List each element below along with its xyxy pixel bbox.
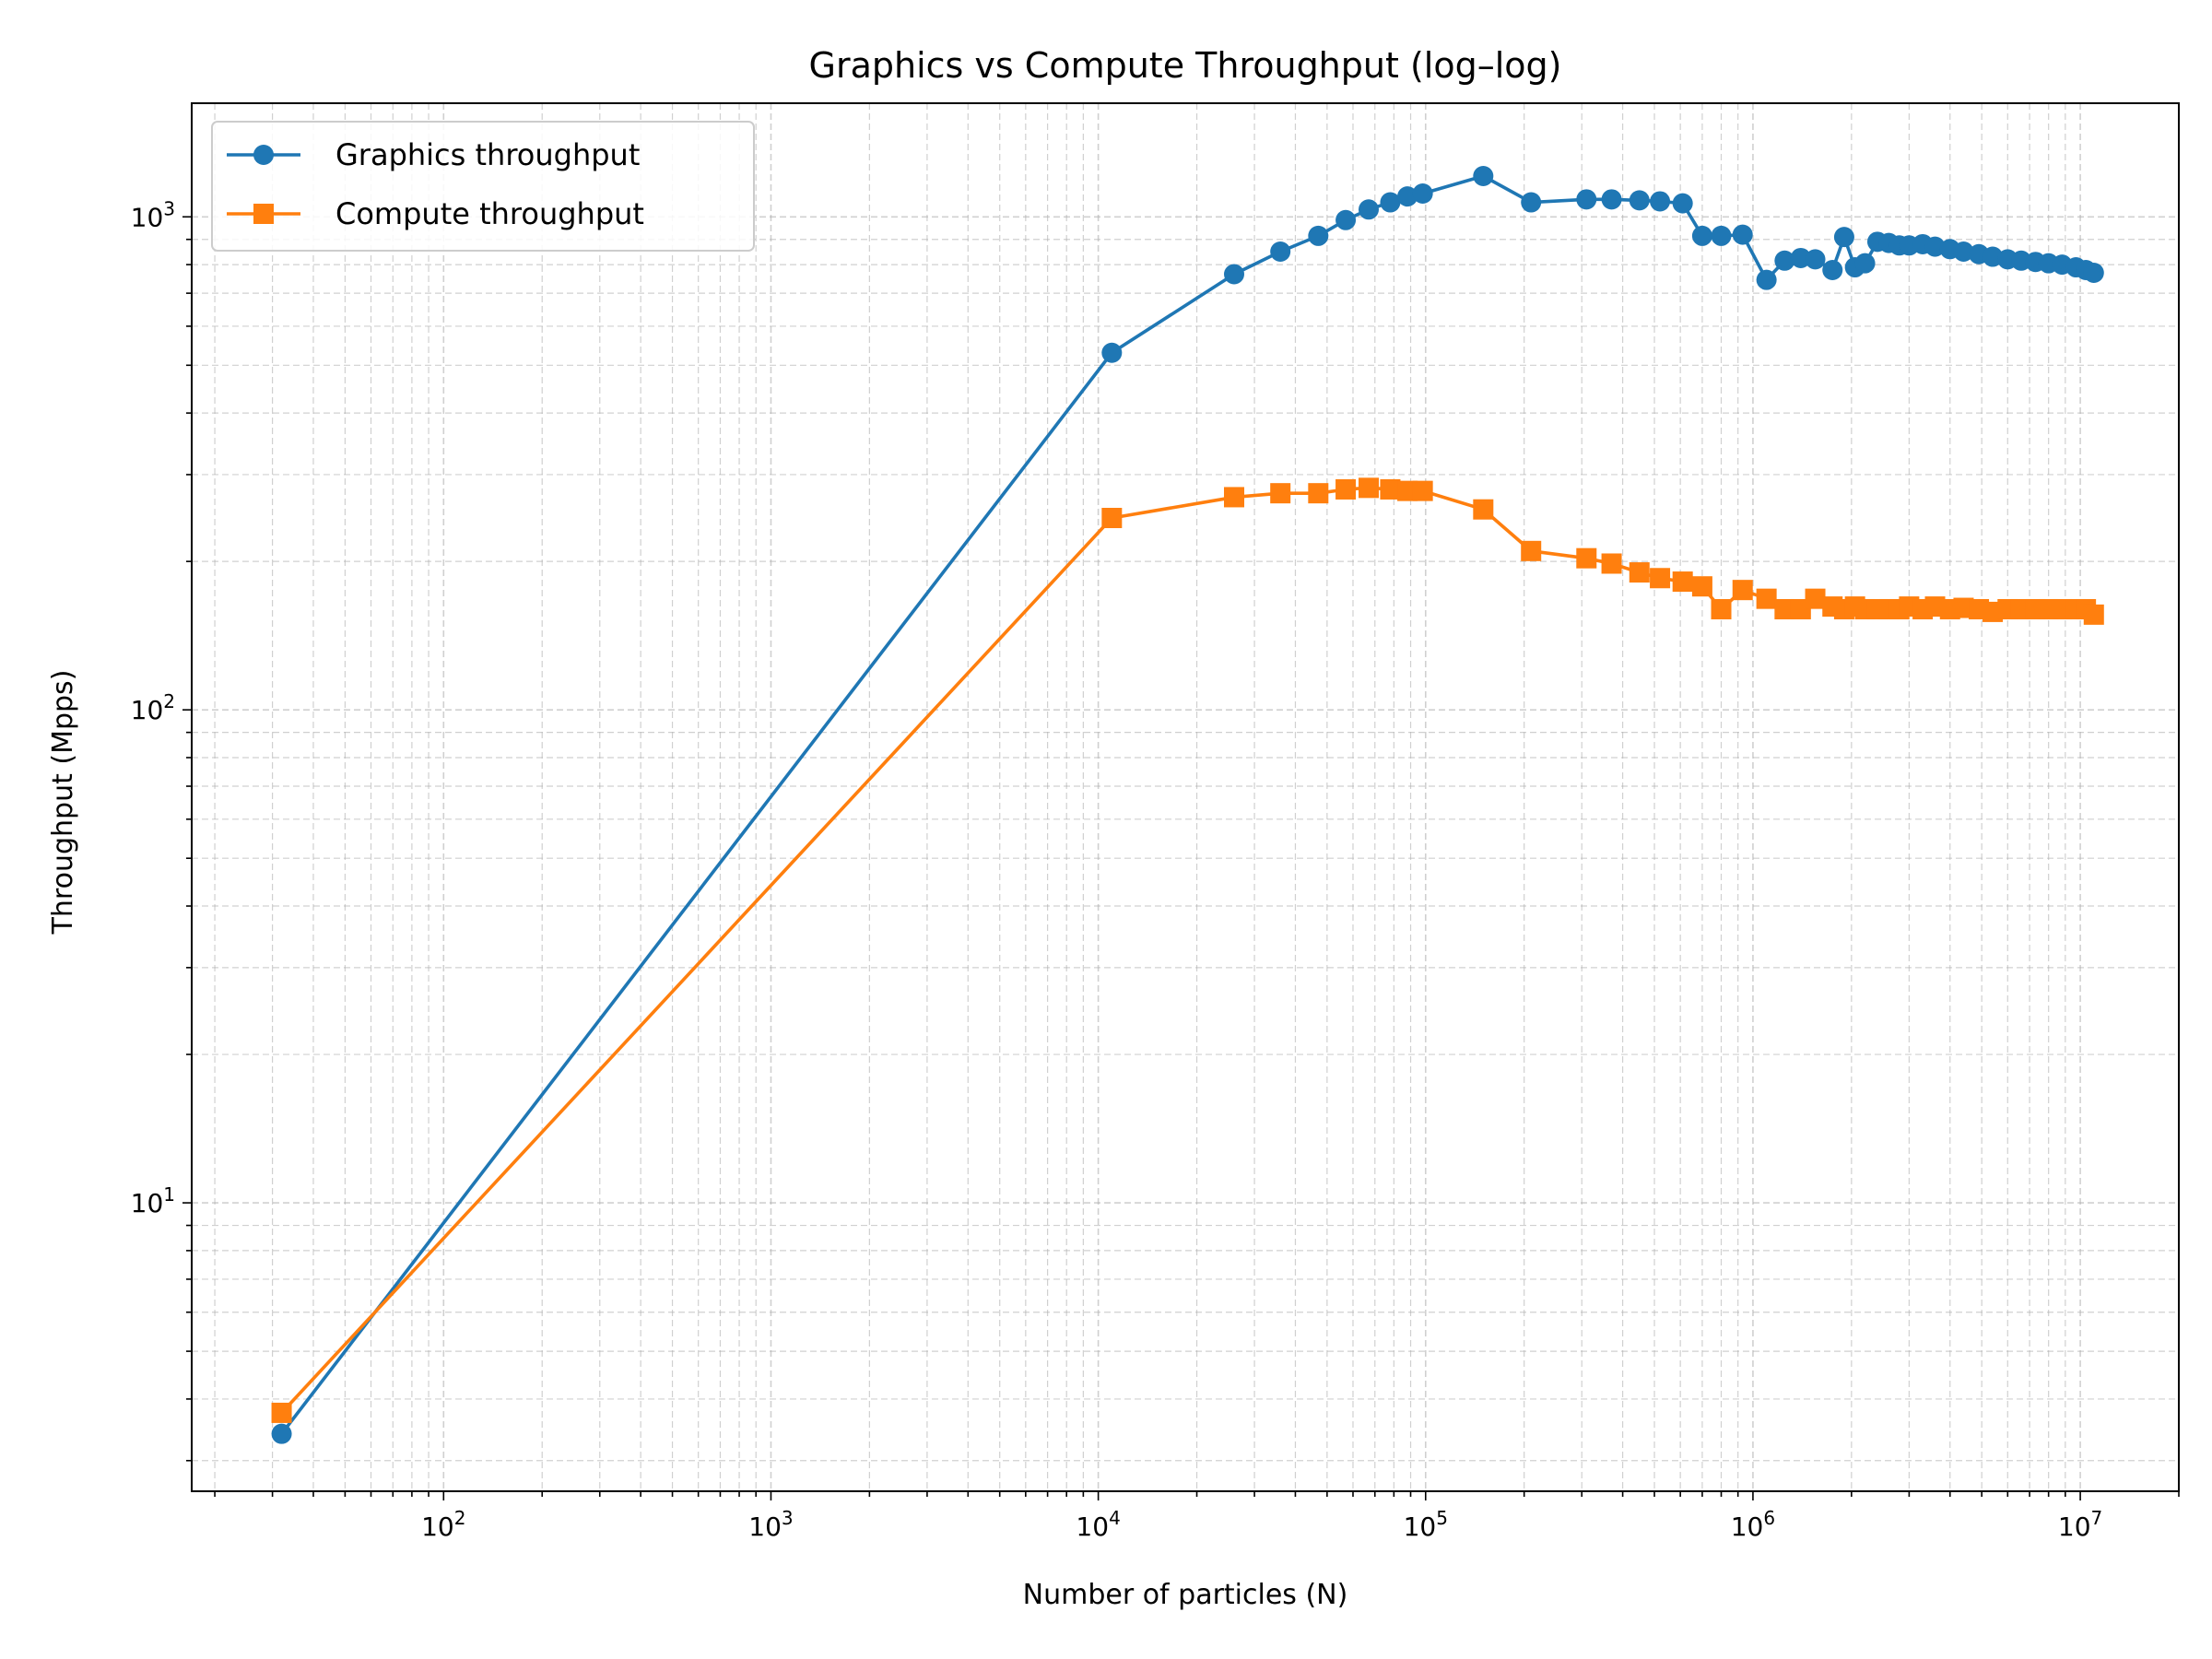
legend-marker-square: [253, 204, 274, 224]
data-point-circle: [1412, 182, 1433, 204]
data-point-square: [1335, 478, 1357, 500]
data-point-circle: [1521, 192, 1542, 213]
data-point-circle: [1983, 246, 2004, 267]
y-tick-label: 103: [131, 197, 175, 232]
legend: Graphics throughput Compute throughput: [211, 121, 755, 252]
data-point-circle: [1397, 186, 1418, 207]
data-point-circle: [1473, 165, 1494, 186]
y-tick-label: 101: [131, 1183, 175, 1218]
data-point-square: [1756, 588, 1777, 609]
legend-label: Graphics throughput: [335, 137, 640, 172]
data-point-square: [1101, 508, 1123, 529]
data-point-square: [1576, 547, 1597, 569]
data-point-circle: [1308, 225, 1329, 246]
data-point-circle: [1774, 250, 1795, 271]
data-point-square: [1672, 571, 1693, 593]
data-point-square: [1650, 568, 1671, 589]
data-point-circle: [1732, 224, 1753, 245]
x-tick-label: 102: [421, 1507, 465, 1542]
series-0: [271, 165, 2104, 1444]
data-point-square: [1270, 483, 1291, 504]
data-point-square: [1629, 562, 1650, 583]
series-1: [271, 477, 2104, 1423]
chart-title: Graphics vs Compute Throughput (log–log): [809, 45, 1562, 86]
data-point-circle: [1629, 190, 1650, 211]
legend-marker-circle: [253, 145, 274, 165]
data-point-square: [1805, 588, 1826, 609]
x-tick-label: 105: [1404, 1507, 1448, 1542]
data-point-circle: [1711, 225, 1732, 246]
data-point-circle: [1270, 241, 1291, 263]
y-tick-label: 102: [131, 690, 175, 725]
data-point-square: [1412, 480, 1433, 501]
data-point-square: [1521, 540, 1542, 561]
y-axis-label: Throughput (Mpps): [47, 670, 79, 935]
data-point-circle: [1822, 259, 1843, 280]
data-point-square: [1601, 553, 1622, 574]
data-point-square: [1732, 580, 1753, 601]
data-point-square: [1774, 598, 1795, 619]
data-point-square: [1473, 499, 1494, 520]
data-point-circle: [2083, 262, 2104, 283]
data-point-circle: [1335, 209, 1357, 230]
data-point-circle: [1576, 189, 1597, 210]
data-point-square: [1953, 597, 1974, 618]
data-point-circle: [1833, 227, 1854, 248]
data-point-circle: [271, 1423, 292, 1444]
data-point-square: [1224, 487, 1245, 508]
grid-lines: [192, 103, 2180, 1491]
data-point-square: [1380, 478, 1401, 500]
x-tick-label: 103: [748, 1507, 793, 1542]
plot-area: 102 103 104 105 106 107 101 102 103: [131, 102, 2180, 1542]
data-point-square: [2083, 604, 2104, 625]
data-point-circle: [1756, 269, 1777, 290]
data-point-square: [1359, 477, 1380, 499]
data-point-square: [1397, 480, 1418, 501]
data-point-square: [1691, 576, 1712, 597]
axes-frame: [191, 102, 2180, 1492]
data-point-circle: [1691, 225, 1712, 246]
data-point-circle: [1953, 241, 1974, 263]
data-point-circle: [1672, 193, 1693, 214]
data-point-circle: [1359, 199, 1380, 220]
data-point-circle: [1805, 249, 1826, 270]
data-point-circle: [1601, 189, 1622, 210]
data-point-square: [1711, 598, 1732, 619]
data-point-circle: [1101, 342, 1123, 363]
data-point-circle: [1854, 253, 1876, 274]
x-tick-label: 104: [1076, 1507, 1120, 1542]
legend-box: [211, 121, 755, 252]
x-tick-label: 106: [1731, 1507, 1775, 1542]
data-point-circle: [1380, 192, 1401, 213]
data-point-circle: [1924, 236, 1946, 257]
x-axis-label: Number of particles (N): [1023, 1579, 1348, 1611]
data-point-square: [271, 1402, 292, 1423]
data-point-circle: [1650, 191, 1671, 212]
ticks: 102 103 104 105 106 107 101 102 103: [131, 197, 2180, 1542]
data-point-circle: [1224, 264, 1245, 285]
x-tick-label: 107: [2058, 1507, 2102, 1542]
legend-label: Compute throughput: [335, 196, 644, 231]
data-point-square: [1308, 483, 1329, 504]
